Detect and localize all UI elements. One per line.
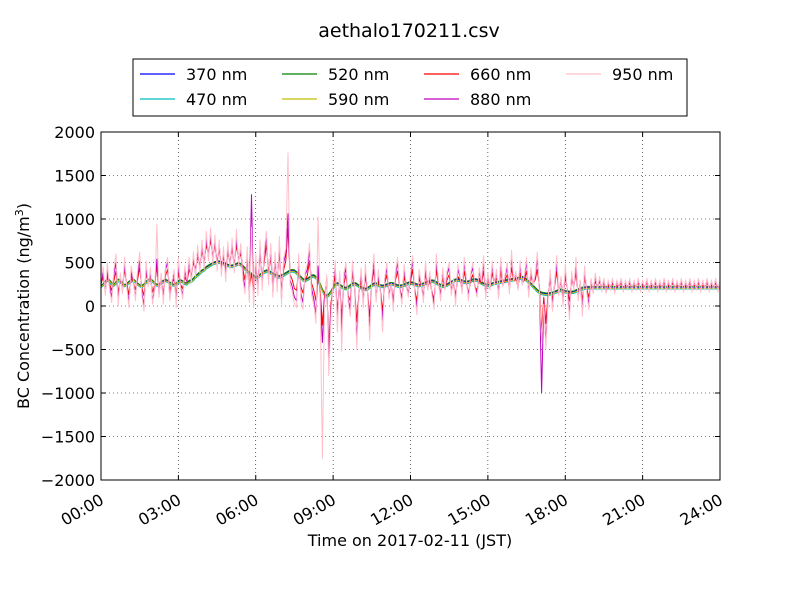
legend-box xyxy=(132,58,688,117)
y-tick-labels: −2000 −1500 −1000 −500 0 500 1000 1500 2000 xyxy=(41,123,95,490)
series-line-470-nm xyxy=(100,262,720,299)
y-tick-label: 1000 xyxy=(54,210,95,229)
legend-label: 880 nm xyxy=(470,90,531,109)
legend-label: 520 nm xyxy=(328,65,389,84)
legend: 370 nm 470 nm 520 nm 590 nm 660 nm 880 nm 950 … xyxy=(132,58,688,117)
legend-label: 470 nm xyxy=(186,90,247,109)
chart-title: aethalo170211.csv xyxy=(318,20,500,42)
y-axis-title-end: ) xyxy=(14,203,33,209)
legend-label: 590 nm xyxy=(328,90,389,109)
legend-label: 660 nm xyxy=(470,65,531,84)
series-line-950-nm xyxy=(100,152,721,459)
legend-label: 370 nm xyxy=(186,65,247,84)
y-tick-label: 500 xyxy=(64,254,95,273)
y-tick-label: 2000 xyxy=(54,123,95,142)
x-axis-title: Time on 2017-02-11 (JST) xyxy=(307,531,512,550)
legend-label: 950 nm xyxy=(612,65,673,84)
y-axis-title-superscript: 3 xyxy=(13,209,26,216)
y-tick-label: 0 xyxy=(85,297,95,316)
y-tick-label: −2000 xyxy=(41,471,95,490)
axis-ticks xyxy=(100,131,721,481)
y-tick-label: −500 xyxy=(51,341,95,360)
y-tick-label: 1500 xyxy=(54,167,95,186)
y-axis-title: BC Concentration (ng/m3) xyxy=(13,203,34,409)
series-lines xyxy=(100,152,721,459)
y-axis-title-main: BC Concentration (ng/m xyxy=(14,216,33,409)
y-tick-label: −1500 xyxy=(41,428,95,447)
y-tick-label: −1000 xyxy=(41,384,95,403)
